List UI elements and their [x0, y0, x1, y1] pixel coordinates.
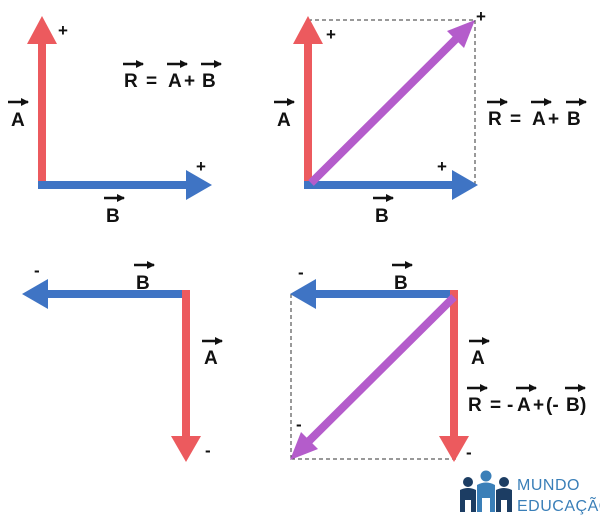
svg-text:A: A [277, 110, 291, 131]
svg-text:=: = [510, 109, 521, 130]
label-b: B [134, 261, 155, 294]
svg-text:R: R [468, 395, 482, 416]
formula-r-equals-a-plus-b: R = A + B [487, 98, 587, 130]
vector-b-arrow [22, 279, 190, 309]
svg-text:A: A [168, 71, 182, 92]
svg-text:-: - [507, 395, 513, 416]
diagram-bottom-left: - - B A [22, 261, 223, 462]
vector-a-arrow [27, 16, 57, 185]
diagram-top-right: + + + A B R = A + B [274, 7, 587, 227]
svg-text:B: B [136, 273, 150, 294]
vector-b-arrow [290, 279, 458, 309]
minus-sign-b: - [298, 263, 304, 282]
plus-sign-r: + [476, 7, 486, 26]
people-group-icon [460, 470, 512, 512]
vector-a-arrow [171, 290, 201, 462]
vector-a-arrow [293, 16, 323, 185]
svg-text:A: A [204, 348, 218, 369]
plus-sign-b: + [437, 157, 447, 176]
brand-line-2: EDUCAÇÃO [517, 495, 600, 515]
plus-sign-a: + [58, 21, 68, 40]
label-a: A [274, 98, 295, 131]
vector-b-arrow [38, 170, 212, 200]
diagram-top-left: + + A B R = A + B [8, 16, 222, 227]
mundo-educacao-logo: MUNDO EDUCAÇÃO [460, 470, 600, 515]
minus-sign-a: - [205, 441, 211, 460]
svg-text:A: A [517, 395, 531, 416]
svg-text:+: + [548, 109, 559, 130]
svg-text:): ) [580, 395, 586, 416]
label-b: B [392, 261, 413, 294]
svg-text:=: = [146, 71, 157, 92]
svg-text:A: A [532, 109, 546, 130]
formula-r-equals-neg-a-plus-neg-b: R = - A + (- B ) [467, 384, 586, 416]
minus-sign-b: - [34, 261, 40, 280]
label-b: B [104, 194, 125, 227]
svg-text:B: B [394, 273, 408, 294]
svg-text:B: B [202, 71, 216, 92]
svg-text:B: B [375, 206, 389, 227]
vector-b-arrow [304, 170, 478, 200]
label-a: A [8, 98, 29, 131]
vector-a-arrow [439, 290, 469, 462]
svg-text:R: R [488, 109, 502, 130]
svg-text:(-: (- [546, 395, 559, 416]
svg-text:=: = [490, 395, 501, 416]
svg-text:B: B [566, 395, 580, 416]
resultant-arrow [290, 294, 457, 460]
label-b: B [373, 194, 394, 227]
plus-sign-b: + [196, 157, 206, 176]
svg-text:A: A [471, 348, 485, 369]
resultant-arrow [308, 20, 475, 186]
svg-text:+: + [533, 395, 544, 416]
label-a: A [202, 337, 223, 369]
svg-text:B: B [106, 206, 120, 227]
diagram-bottom-right: - - - B A R = - A + (- B ) [290, 261, 586, 462]
plus-sign-a: + [326, 25, 336, 44]
svg-text:A: A [11, 110, 25, 131]
brand-line-1: MUNDO [517, 477, 580, 494]
minus-sign-a: - [466, 443, 472, 462]
svg-text:+: + [184, 71, 195, 92]
formula-r-equals-a-plus-b: R = A + B [123, 60, 222, 92]
label-a: A [469, 337, 490, 369]
minus-sign-r: - [296, 415, 302, 434]
svg-text:B: B [567, 109, 581, 130]
svg-text:R: R [124, 71, 138, 92]
